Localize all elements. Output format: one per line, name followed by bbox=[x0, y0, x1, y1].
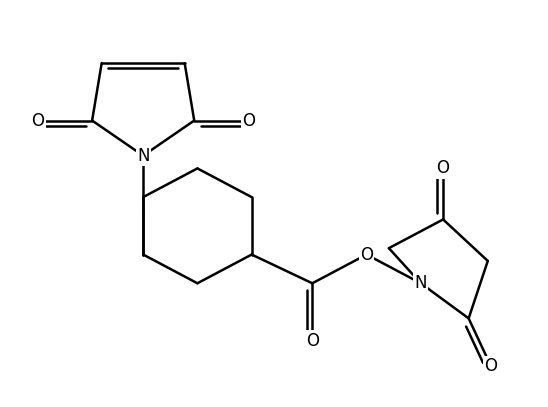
Text: O: O bbox=[242, 112, 255, 129]
Text: O: O bbox=[360, 245, 373, 264]
Text: N: N bbox=[137, 147, 150, 165]
Text: O: O bbox=[306, 332, 319, 350]
Text: N: N bbox=[414, 274, 427, 292]
Text: O: O bbox=[437, 160, 449, 177]
Text: O: O bbox=[31, 112, 44, 129]
Text: O: O bbox=[484, 357, 498, 375]
